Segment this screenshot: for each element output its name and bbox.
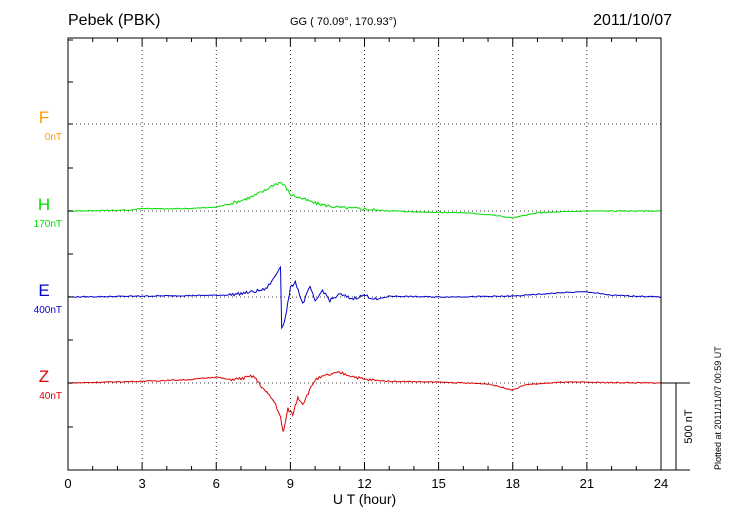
x-tick-label-12: 12 (357, 476, 371, 491)
x-tick-label-15: 15 (431, 476, 445, 491)
x-tick-label-0: 0 (64, 476, 71, 491)
plot-frame (67, 37, 662, 471)
chart-traces (67, 182, 662, 432)
series-baseline-E: 400nT (34, 305, 62, 316)
scale-bar: 500 nT (661, 382, 695, 471)
trace-E (67, 265, 662, 330)
trace-H (67, 182, 662, 219)
x-tick-label-18: 18 (506, 476, 520, 491)
x-tick-label-3: 3 (139, 476, 146, 491)
station-coordinates: GG ( 70.09°, 170.93°) (290, 16, 397, 28)
chart-grid (68, 38, 661, 470)
series-baseline-F: 0nT (45, 132, 62, 143)
chart-date: 2011/10/07 (593, 12, 672, 29)
series-baseline-Z: 40nT (39, 391, 62, 402)
x-axis-ticks: 0 3 6 9 12 15 18 21 24 U T (hour) (64, 38, 668, 507)
series-name-F: F (39, 108, 49, 127)
plotted-timestamp: Plotted at 2011/11/07 00:59 UT (713, 346, 723, 470)
x-tick-label-9: 9 (287, 476, 294, 491)
station-name: Pebek (PBK) (68, 12, 161, 29)
x-tick-label-24: 24 (654, 476, 668, 491)
x-tick-label-6: 6 (213, 476, 220, 491)
series-name-Z: Z (39, 367, 49, 386)
x-axis-label: U T (hour) (333, 491, 396, 507)
series-labels: F 0nT H 170nT E 400nT Z 40nT (34, 108, 62, 402)
series-name-H: H (38, 195, 50, 214)
series-baseline-H: 170nT (34, 219, 62, 230)
series-name-E: E (38, 281, 49, 300)
x-tick-label-21: 21 (580, 476, 594, 491)
trace-Z (67, 370, 662, 432)
scale-bar-label: 500 nT (683, 409, 695, 444)
